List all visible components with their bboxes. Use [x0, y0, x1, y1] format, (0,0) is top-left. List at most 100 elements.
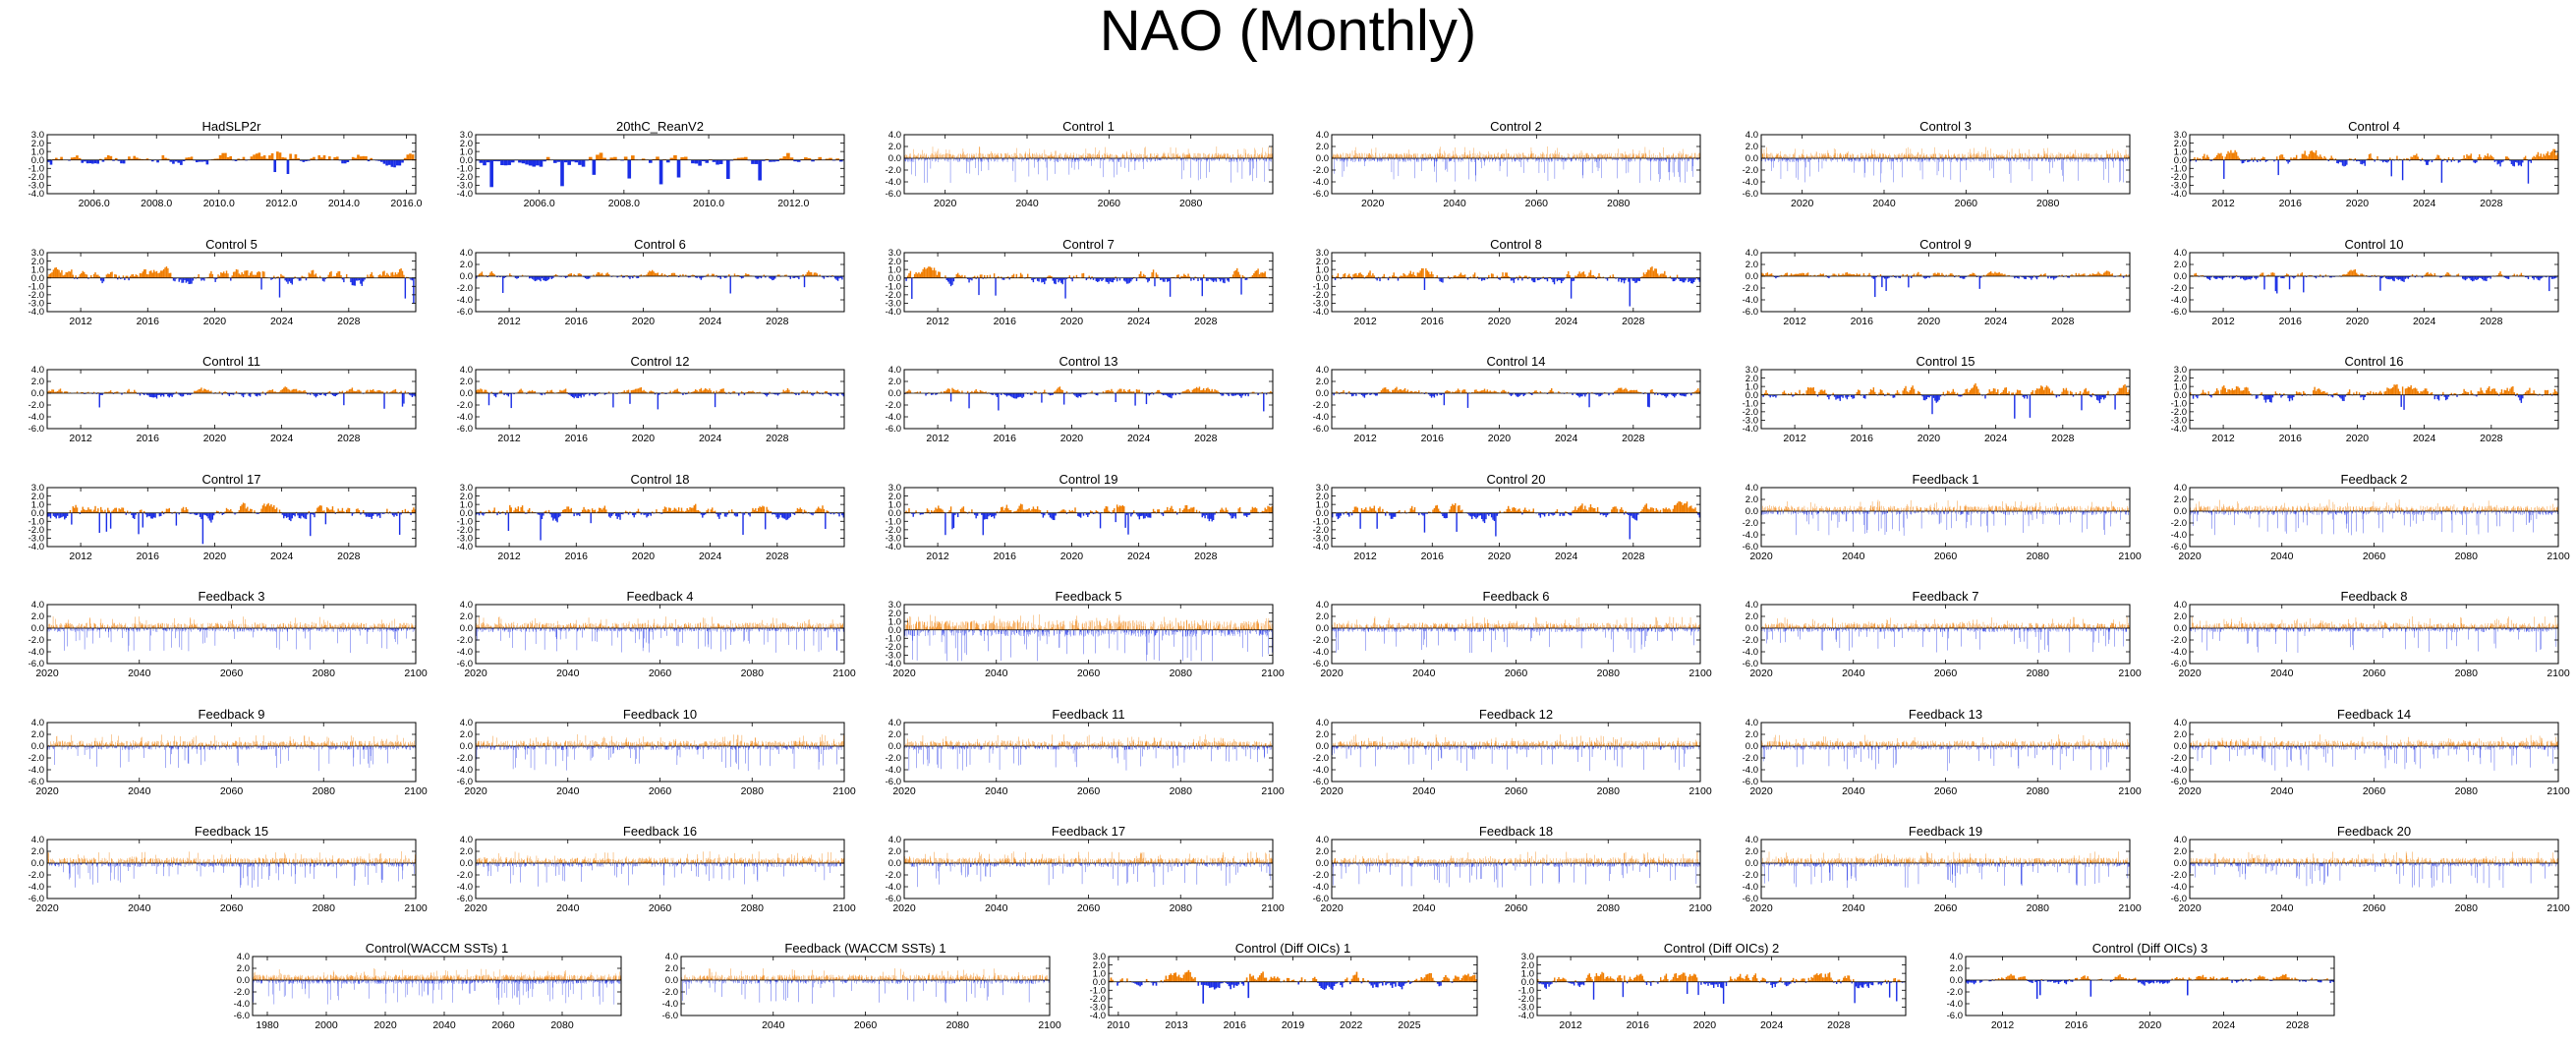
anomaly-bar: [2220, 153, 2221, 160]
anomaly-bar: [1149, 278, 1150, 281]
anomaly-bar: [1203, 274, 1204, 277]
anomaly-bar: [2277, 160, 2278, 175]
anomaly-bar: [835, 276, 836, 280]
anomaly-bar: [144, 269, 145, 278]
anomaly-bar: [1343, 274, 1344, 278]
x-tick-label: 2020: [934, 198, 957, 209]
anomaly-bar: [100, 278, 101, 281]
anomaly-bar: [578, 160, 582, 165]
anomaly-bar: [2522, 160, 2523, 163]
anomaly-bar: [981, 274, 982, 277]
anomaly-bar: [256, 275, 257, 278]
anomaly-bar: [2363, 160, 2364, 164]
x-tick-label: 2040: [1443, 198, 1466, 209]
anomaly-bar: [206, 160, 209, 165]
panel-title: Control 1: [1062, 119, 1115, 134]
anomaly-bar: [253, 154, 256, 159]
anomaly-bar: [2483, 157, 2484, 159]
anomaly-bar: [691, 160, 695, 163]
anomaly-bar: [1076, 275, 1077, 278]
anomaly-bar: [705, 160, 709, 163]
anomaly-bar: [2418, 156, 2419, 159]
anomaly-bar: [281, 157, 284, 160]
anomaly-bar: [68, 271, 69, 278]
anomaly-bar: [1154, 278, 1155, 287]
anomaly-bar: [86, 274, 87, 277]
x-tick-label: 2008.0: [608, 198, 640, 209]
anomaly-bar: [2525, 156, 2526, 160]
anomaly-bar: [279, 152, 282, 159]
anomaly-bar: [653, 271, 654, 276]
anomaly-bar: [655, 273, 656, 276]
anomaly-bar: [103, 278, 104, 282]
y-tick-label: -2.0: [457, 283, 473, 294]
anomaly-bar: [106, 274, 107, 277]
anomaly-bar: [2446, 160, 2447, 162]
anomaly-bar: [2480, 157, 2481, 160]
x-tick-label: 2028: [1194, 316, 1218, 327]
y-tick-label: -4.0: [2171, 189, 2187, 200]
anomaly-bar: [1372, 273, 1373, 278]
anomaly-bar: [1151, 272, 1152, 278]
anomaly-bar: [257, 272, 258, 278]
anomaly-bar: [1419, 270, 1420, 277]
panel-title: Control 5: [205, 237, 258, 252]
y-tick-label: 0.0: [1316, 153, 1329, 164]
anomaly-bar: [2489, 156, 2490, 159]
anomaly-bar: [2535, 157, 2536, 160]
anomaly-bar: [931, 267, 932, 277]
anomaly-bar: [172, 160, 175, 164]
anomaly-bar: [399, 160, 402, 166]
anomaly-bar: [540, 276, 541, 281]
anomaly-bar: [2511, 160, 2512, 164]
anomaly-bar: [1170, 278, 1171, 297]
anomaly-bar: [2318, 157, 2319, 160]
anomaly-bar: [564, 160, 568, 162]
anomaly-bar: [1392, 275, 1393, 277]
anomaly-bar: [385, 160, 388, 166]
anomaly-bar: [940, 272, 941, 278]
anomaly-bar: [579, 273, 580, 276]
anomaly-bar: [241, 272, 242, 278]
x-tick-label: 2010.0: [693, 198, 724, 209]
anomaly-bar: [1367, 275, 1368, 278]
anomaly-bar: [1352, 274, 1353, 278]
anomaly-bar: [1242, 275, 1243, 278]
anomaly-bar: [1143, 274, 1144, 278]
anomaly-bar: [396, 274, 397, 278]
anomaly-bar: [154, 272, 155, 278]
anomaly-bar: [403, 275, 404, 278]
anomaly-bar: [313, 157, 315, 160]
anomaly-bar: [2532, 157, 2533, 159]
x-tick-label: 2016: [2279, 198, 2303, 209]
anomaly-bar: [2438, 155, 2439, 160]
anomaly-bar: [210, 271, 211, 278]
anomaly-bar: [2197, 157, 2198, 159]
anomaly-bar: [48, 274, 49, 278]
anomaly-bar: [1207, 278, 1208, 281]
x-tick-label: 2014.0: [328, 198, 360, 209]
anomaly-bar: [2262, 157, 2263, 160]
anomaly-bar: [1369, 270, 1370, 277]
anomaly-bar: [2468, 155, 2469, 159]
anomaly-bar: [190, 278, 191, 284]
anomaly-bar: [234, 271, 235, 277]
anomaly-bar: [191, 278, 192, 284]
anomaly-bar: [930, 266, 931, 277]
anomaly-bar: [365, 156, 368, 160]
anomaly-bar: [64, 275, 65, 278]
anomaly-bar: [546, 276, 547, 280]
anomaly-bar: [409, 153, 412, 159]
anomaly-bar: [2219, 153, 2220, 159]
anomaly-bar: [240, 275, 241, 278]
anomaly-bar: [1083, 273, 1084, 278]
x-tick-label: 2024: [699, 316, 722, 327]
anomaly-bar: [1123, 278, 1124, 281]
anomaly-bar: [1127, 278, 1128, 284]
anomaly-bar: [226, 270, 227, 277]
anomaly-bar: [529, 160, 533, 166]
anomaly-bar: [1130, 278, 1131, 282]
anomaly-bar: [1376, 278, 1377, 281]
anomaly-bar: [320, 157, 323, 160]
anomaly-bar: [2516, 160, 2517, 163]
